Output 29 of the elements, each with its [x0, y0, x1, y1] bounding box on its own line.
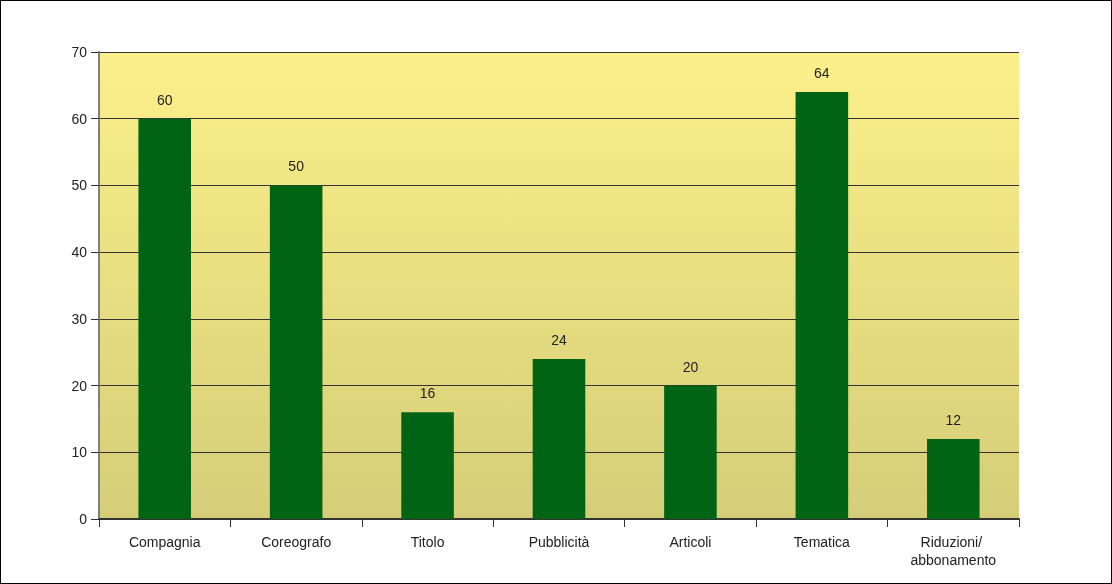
x-tick-label: Pubblicità: [528, 534, 590, 550]
bar: [532, 358, 586, 519]
y-tick-label: 50: [71, 177, 88, 194]
bar: [927, 438, 980, 519]
x-tick-label: Compagnia: [128, 534, 201, 550]
data-label: 12: [945, 411, 962, 428]
bar: [664, 385, 717, 519]
y-tick-label: 10: [71, 444, 88, 461]
data-label: 60: [156, 91, 173, 108]
x-tick-label: Coreografo: [261, 534, 332, 550]
data-label: 16: [419, 385, 436, 402]
x-tick-label: Riduzioni/ abbonamento: [910, 534, 997, 568]
y-tick-label: 30: [71, 310, 88, 327]
bar: [401, 412, 454, 519]
data-label: 64: [814, 65, 830, 82]
data-label: 50: [288, 158, 305, 175]
y-tick-label: 40: [71, 244, 88, 261]
x-tick-label: Articoli: [669, 534, 712, 550]
y-tick-label: 20: [71, 377, 88, 394]
data-label: 24: [551, 331, 567, 348]
x-tick-label: Tematica: [793, 534, 851, 550]
y-tick-label: 70: [71, 44, 88, 60]
bar: [138, 118, 191, 519]
bar: [795, 92, 849, 519]
x-tick-label: Titolo: [410, 534, 445, 550]
y-tick-label: 60: [71, 110, 88, 127]
bar: [269, 185, 323, 519]
y-tick-label: 0: [79, 511, 88, 527]
data-label: 20: [682, 358, 699, 375]
